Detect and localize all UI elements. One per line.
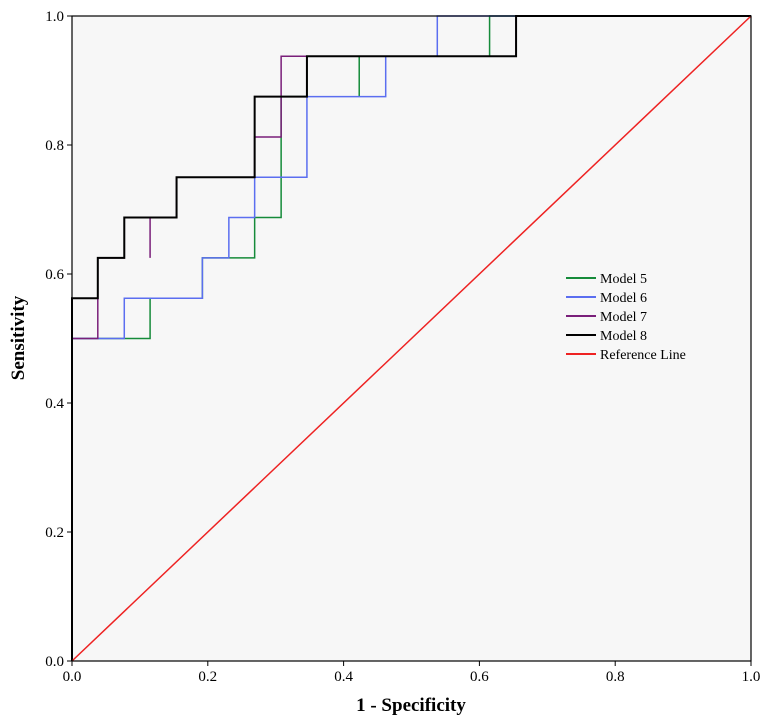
legend-label-model-8: Model 8 bbox=[600, 329, 647, 344]
series-line-reference-line bbox=[71, 15, 752, 662]
y-tick-label: 0.0 bbox=[45, 654, 64, 670]
legend-label-model-7: Model 7 bbox=[600, 310, 647, 325]
x-tick-label: 0.6 bbox=[470, 669, 489, 685]
series-layer bbox=[71, 15, 752, 662]
x-axis-title: 1 - Specificity bbox=[356, 695, 466, 716]
legend-label-reference-line: Reference Line bbox=[600, 348, 686, 363]
x-tick-label: 0.0 bbox=[63, 669, 82, 685]
x-tick-label: 0.8 bbox=[606, 669, 625, 685]
y-tick-label: 0.4 bbox=[45, 396, 64, 412]
plot-frame bbox=[71, 15, 752, 662]
y-axis-title: Sensitivity bbox=[8, 295, 29, 380]
x-tick-label: 0.4 bbox=[334, 669, 353, 685]
y-tick-label: 0.8 bbox=[45, 138, 64, 154]
y-tick-label: 0.6 bbox=[45, 267, 64, 283]
x-axis-ticks: 0.0 0.2 0.4 0.6 0.8 1.0 bbox=[63, 661, 761, 685]
x-tick-label: 0.2 bbox=[198, 669, 217, 685]
y-tick-label: 0.2 bbox=[45, 525, 64, 541]
series-line-model-8 bbox=[71, 15, 751, 661]
y-axis-ticks: 0.0 0.2 0.4 0.6 0.8 1.0 bbox=[45, 9, 72, 670]
legend-label-model-5: Model 5 bbox=[600, 272, 647, 287]
x-tick-label: 1.0 bbox=[742, 669, 761, 685]
legend: Model 5 Model 6 Model 7 Model 8 Reference Li… bbox=[566, 272, 686, 363]
y-tick-label: 1.0 bbox=[45, 9, 64, 25]
legend-label-model-6: Model 6 bbox=[600, 291, 647, 306]
